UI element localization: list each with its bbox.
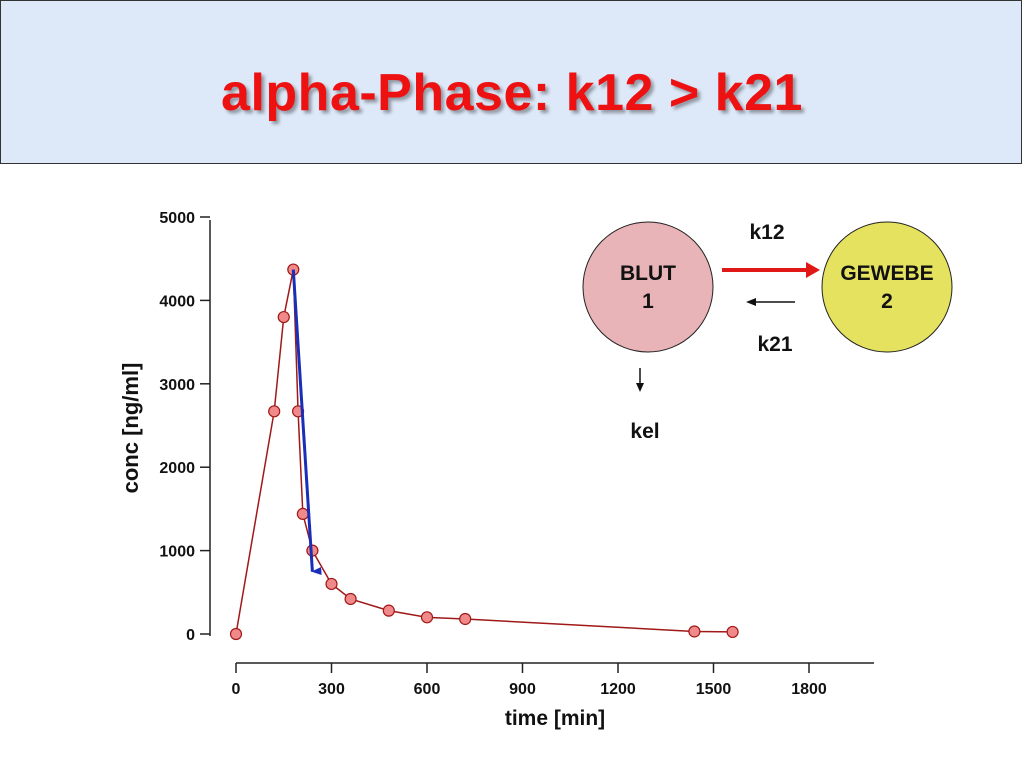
blut-compartment bbox=[582, 221, 714, 353]
data-point bbox=[296, 507, 309, 521]
y-tick-label: 0 bbox=[186, 627, 195, 644]
x-tick-label: 0 bbox=[232, 681, 241, 698]
x-tick-label: 900 bbox=[509, 681, 536, 698]
data-point bbox=[420, 611, 434, 624]
k12-label: k12 bbox=[749, 221, 784, 244]
k12-arrow-head bbox=[806, 262, 820, 278]
x-ticks: 0 300 600 900 1200 1500 1800 bbox=[232, 663, 827, 698]
x-tick-label: 1500 bbox=[696, 681, 732, 698]
alpha-phase-arrow bbox=[291, 269, 322, 576]
kel-label: kel bbox=[630, 420, 659, 443]
data-point bbox=[459, 612, 472, 626]
x-tick-label: 600 bbox=[414, 681, 441, 698]
data-point bbox=[688, 625, 701, 638]
y-tick-label: 1000 bbox=[159, 544, 195, 561]
series-line bbox=[235, 269, 733, 635]
data-point bbox=[382, 604, 395, 617]
blut-number: 1 bbox=[642, 290, 654, 313]
y-tick-label: 5000 bbox=[159, 210, 195, 227]
series-path bbox=[235, 269, 733, 635]
data-point bbox=[268, 405, 281, 418]
x-axis-label: time [min] bbox=[505, 707, 605, 730]
title-band: alpha-Phase: k12 > k21 bbox=[0, 0, 1022, 164]
data-point bbox=[344, 592, 357, 606]
data-point bbox=[325, 577, 338, 591]
data-point bbox=[229, 627, 243, 641]
blut-label: BLUT bbox=[620, 262, 676, 285]
y-tick-label: 4000 bbox=[159, 293, 195, 310]
series-markers bbox=[229, 263, 739, 641]
gewebe-compartment bbox=[821, 221, 953, 353]
y-ticks: 0 1000 2000 3000 4000 5000 bbox=[159, 210, 210, 644]
x-tick-label: 1800 bbox=[791, 681, 827, 698]
y-axis-label: conc [ng/ml] bbox=[118, 363, 143, 494]
k21-label: k21 bbox=[757, 333, 792, 356]
x-tick-label: 300 bbox=[318, 681, 345, 698]
data-point bbox=[726, 625, 739, 639]
gewebe-label: GEWEBE bbox=[840, 262, 933, 285]
data-point bbox=[277, 310, 290, 324]
kel-arrow-head bbox=[636, 383, 644, 392]
slide-title: alpha-Phase: k12 > k21 bbox=[221, 64, 803, 122]
gewebe-number: 2 bbox=[881, 290, 893, 313]
y-tick-label: 2000 bbox=[159, 460, 195, 477]
k21-arrow-head bbox=[746, 298, 756, 306]
compartment-diagram: BLUT 1 GEWEBE 2 k12 k21 kel bbox=[582, 221, 953, 443]
x-tick-label: 1200 bbox=[600, 681, 636, 698]
y-tick-label: 3000 bbox=[159, 377, 195, 394]
alpha-arrow-line bbox=[291, 269, 322, 576]
